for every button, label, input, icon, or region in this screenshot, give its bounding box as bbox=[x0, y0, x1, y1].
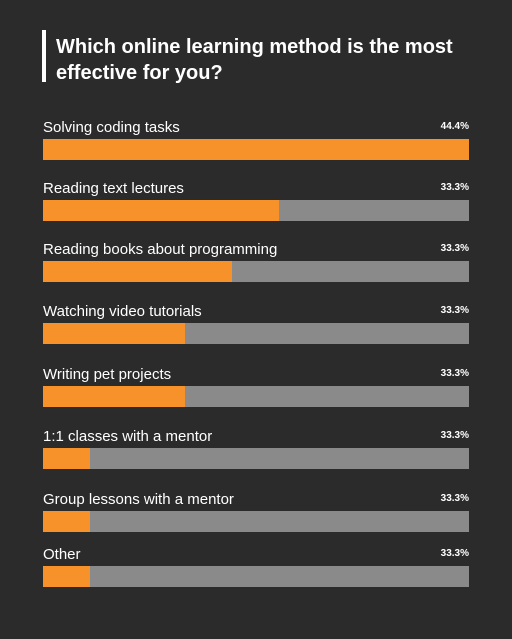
bar-label: Reading books about programming bbox=[43, 241, 278, 258]
bar-row: Writing pet projects 33.3% bbox=[43, 366, 469, 410]
bar-value-label: 33.3% bbox=[440, 305, 469, 316]
bar-row: Watching video tutorials 33.3% bbox=[43, 303, 469, 347]
bar-track bbox=[43, 386, 469, 407]
bar-row: Solving coding tasks 44.4% bbox=[43, 119, 469, 163]
bar-value-label: 33.3% bbox=[440, 182, 469, 193]
bar-fill bbox=[43, 261, 232, 282]
bar-value-label: 33.3% bbox=[440, 548, 469, 559]
bar-track bbox=[43, 448, 469, 469]
bar-row: Reading text lectures 33.3% bbox=[43, 180, 469, 224]
bar-label: Other bbox=[43, 546, 81, 563]
bar-value-label: 33.3% bbox=[440, 430, 469, 441]
bar-fill bbox=[43, 511, 90, 532]
bar-value-label: 33.3% bbox=[440, 493, 469, 504]
bar-fill bbox=[43, 323, 185, 344]
bar-track bbox=[43, 261, 469, 282]
bar-fill bbox=[43, 448, 90, 469]
bar-label: Writing pet projects bbox=[43, 366, 172, 383]
bar-value-label: 33.3% bbox=[440, 368, 469, 379]
chart-title: Which online learning method is the most… bbox=[56, 36, 453, 84]
bar-value-label: 44.4% bbox=[440, 121, 469, 132]
bar-fill bbox=[43, 386, 185, 407]
bar-track bbox=[43, 511, 469, 532]
bar-fill bbox=[43, 139, 469, 160]
bar-track bbox=[43, 200, 469, 221]
bar-label: Reading text lectures bbox=[43, 180, 184, 197]
bar-row: Group lessons with a mentor 33.3% bbox=[43, 491, 469, 535]
bar-fill bbox=[43, 566, 90, 587]
bar-fill bbox=[43, 200, 279, 221]
bar-track bbox=[43, 139, 469, 160]
bar-label: 1:1 classes with a mentor bbox=[43, 428, 213, 445]
bar-label: Solving coding tasks bbox=[43, 119, 180, 136]
bar-row: Other 33.3% bbox=[43, 546, 469, 590]
bar-track bbox=[43, 323, 469, 344]
bar-label: Watching video tutorials bbox=[43, 303, 202, 320]
bar-row: 1:1 classes with a mentor 33.3% bbox=[43, 428, 469, 472]
title-accent-bar bbox=[42, 30, 46, 82]
bar-row: Reading books about programming 33.3% bbox=[43, 241, 469, 285]
bar-label: Group lessons with a mentor bbox=[43, 491, 234, 508]
bar-value-label: 33.3% bbox=[440, 243, 469, 254]
bar-track bbox=[43, 566, 469, 587]
